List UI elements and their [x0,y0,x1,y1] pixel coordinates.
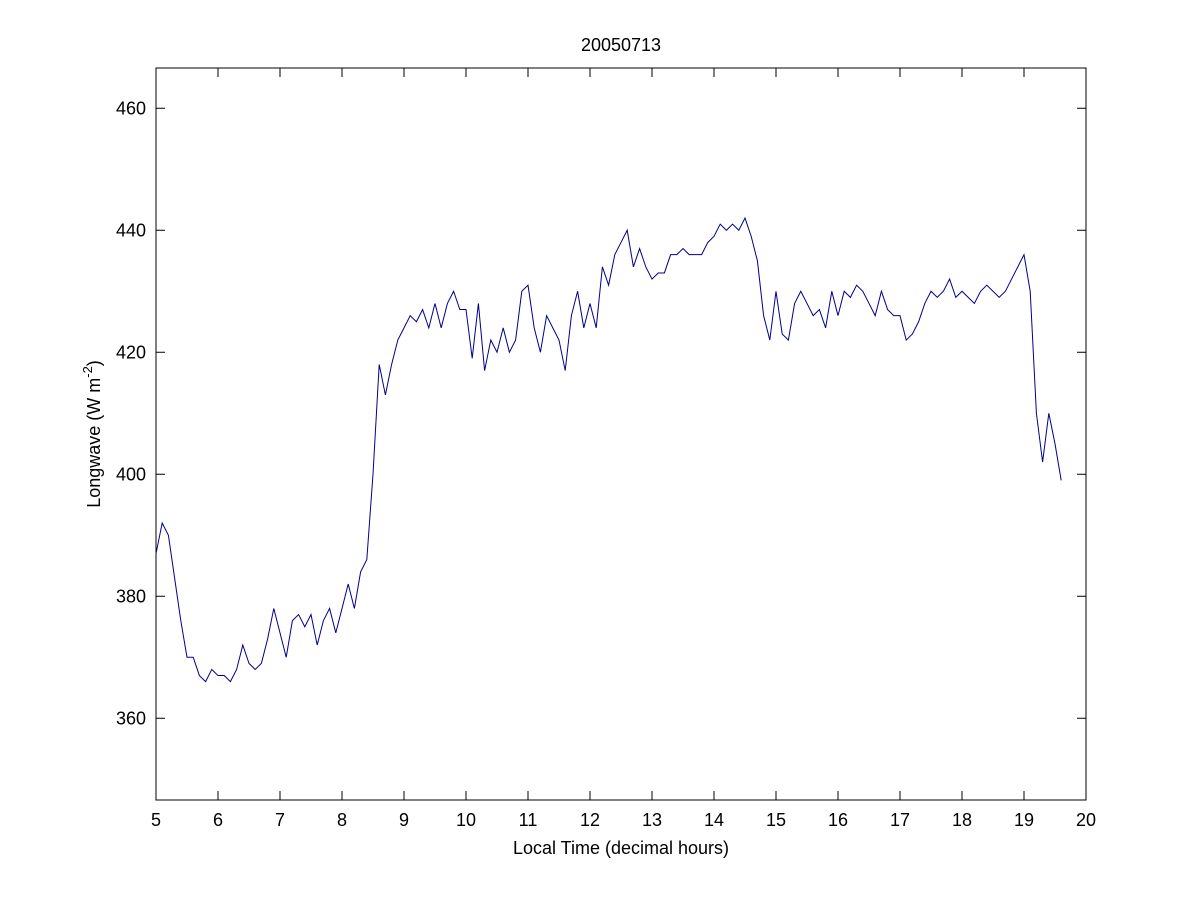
x-tick-label: 17 [890,810,910,830]
x-tick-label: 12 [580,810,600,830]
x-tick-label: 20 [1076,810,1096,830]
y-axis-label-superscript: -2 [80,366,95,378]
x-tick-label: 13 [642,810,662,830]
x-tick-label: 6 [213,810,223,830]
x-tick-label: 16 [828,810,848,830]
y-tick-label: 360 [116,708,146,728]
y-tick-label: 400 [116,464,146,484]
x-tick-label: 15 [766,810,786,830]
x-tick-label: 5 [151,810,161,830]
y-tick-label: 440 [116,220,146,240]
x-tick-label: 9 [399,810,409,830]
x-tick-label: 11 [519,810,538,830]
y-tick-label: 460 [116,98,146,118]
x-tick-label: 14 [704,810,724,830]
y-tick-label: 420 [116,342,146,362]
y-axis-label-suffix: ) [84,360,104,366]
x-tick-label: 19 [1014,810,1034,830]
x-tick-label: 8 [337,810,347,830]
y-tick-label: 380 [116,586,146,606]
y-axis-label: Longwave (W m-2) [80,360,104,508]
x-tick-label: 18 [952,810,972,830]
x-tick-label: 7 [275,810,285,830]
x-tick-label: 10 [456,810,476,830]
x-axis-label: Local Time (decimal hours) [513,838,729,858]
chart-title: 20050713 [581,35,661,55]
y-axis-label-text: Longwave (W m [84,378,104,508]
data-line [155,216,1062,683]
plot-area [155,67,1087,801]
